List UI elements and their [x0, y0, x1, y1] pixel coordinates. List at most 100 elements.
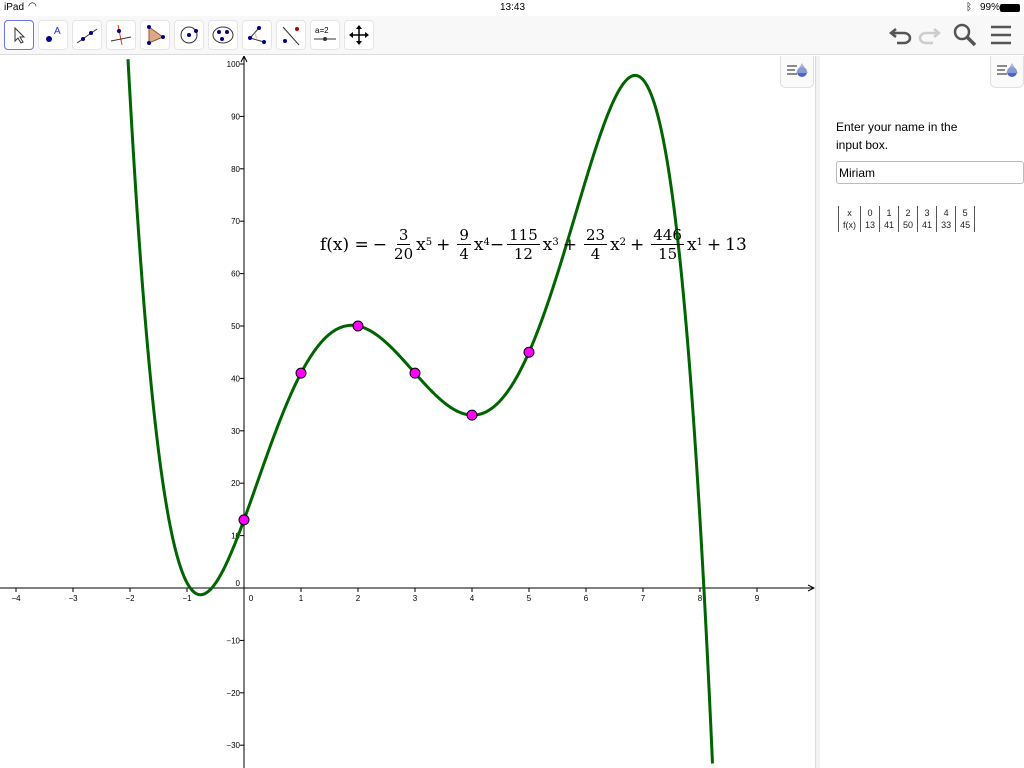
style-bar-icon: [787, 63, 808, 77]
x-tick-label: 1: [299, 594, 304, 603]
fx-value: 41: [922, 220, 933, 230]
x-value: 2: [905, 208, 911, 218]
table-column: 3 41: [918, 206, 938, 232]
data-point: [409, 367, 421, 379]
x-tick-label: 9: [755, 594, 760, 603]
y-tick-label: 60: [231, 270, 240, 279]
data-point: [523, 346, 535, 358]
slider-tool[interactable]: a=2: [310, 20, 340, 50]
denominator: 20: [394, 245, 414, 263]
move-graphics-view-tool[interactable]: [344, 20, 374, 50]
x-value: 5: [962, 208, 968, 218]
view-divider[interactable]: [815, 56, 820, 768]
x-value: 1: [886, 208, 892, 218]
move-tool[interactable]: [4, 20, 34, 50]
function-curve: [126, 59, 714, 764]
undo-button[interactable]: [886, 20, 916, 50]
x-tick-label: 6: [584, 594, 589, 603]
constant: 13: [725, 234, 747, 255]
formula-sign: +: [706, 234, 722, 255]
clock: 13:43: [500, 2, 526, 13]
y-tick-label: 40: [231, 374, 240, 383]
formula-sign: +: [436, 234, 451, 255]
x-tick-label: 3: [413, 594, 418, 603]
circle-tool[interactable]: [174, 20, 204, 50]
data-style-bar-toggle[interactable]: [990, 56, 1024, 88]
data-point: [466, 409, 478, 421]
variable: x: [542, 234, 553, 255]
exponent: 2: [619, 237, 627, 248]
formula-lhs: f(x) =: [320, 234, 369, 255]
x-tick-label: −2: [125, 594, 135, 603]
exponent: 3: [552, 237, 559, 248]
denominator: 4: [459, 245, 469, 263]
formula-sign: +: [562, 234, 577, 255]
x-value: 4: [943, 208, 949, 218]
conic-tool[interactable]: [208, 20, 238, 50]
angle-icon: [248, 26, 266, 44]
graphics-style-bar-toggle[interactable]: [780, 56, 814, 88]
y-tick-label: 80: [231, 165, 240, 174]
table-column: 5 45: [956, 206, 976, 232]
reflect-icon: [282, 26, 300, 46]
redo-icon: [918, 28, 942, 45]
prompt-line: Enter your name in the: [836, 120, 958, 134]
battery-icon: [1000, 4, 1020, 12]
variable: x: [473, 234, 484, 255]
table-header-column: x f(x): [839, 206, 861, 232]
style-bar-icon: [997, 63, 1018, 77]
numerator: 3: [396, 226, 411, 245]
table-column: 1 41: [880, 206, 900, 232]
reflect-tool[interactable]: [276, 20, 306, 50]
formula-sign: −: [372, 234, 388, 255]
y-tick-label: 10: [231, 532, 240, 541]
battery-percent: 99%: [980, 2, 1001, 13]
redo-button[interactable]: [914, 20, 944, 50]
perpendicular-line-tool[interactable]: [106, 20, 136, 50]
fx-value: 33: [941, 220, 952, 230]
undo-icon: [888, 28, 912, 45]
variable: x: [610, 234, 620, 255]
data-point: [352, 320, 364, 332]
x-axis-arrow: [807, 584, 815, 592]
x-value: 0: [867, 208, 873, 218]
y-tick-label: −30: [226, 741, 240, 750]
y-tick-label: 20: [231, 479, 240, 488]
exponent: 5: [425, 237, 433, 248]
exponent: 4: [483, 237, 490, 248]
menu-button[interactable]: [986, 20, 1016, 50]
function-plot[interactable]: −4 −3 −2 −1 0 1 2 3 4 5 6 7 8 9−30−20−100102030405060…: [0, 56, 815, 768]
svg-text:a=2: a=2: [315, 26, 329, 35]
value-table: x f(x) 0 13 1 41 2 50 3 41 4 33 5 45: [838, 206, 976, 232]
slider-icon: a=2: [314, 26, 336, 41]
polygon-tool[interactable]: [140, 20, 170, 50]
y-tick-label: 0: [236, 579, 241, 588]
fx-value: 50: [903, 220, 914, 230]
fraction: 23 4: [583, 226, 608, 263]
line-icon: [76, 28, 98, 44]
variable: x: [416, 234, 426, 255]
hamburger-icon: [991, 25, 1011, 45]
line-tool[interactable]: [72, 20, 102, 50]
name-input[interactable]: [836, 161, 1024, 184]
formula-sign: −: [489, 234, 505, 255]
x-tick-label: −4: [11, 594, 21, 603]
numerator: 23: [583, 226, 608, 245]
denominator: 12: [513, 245, 533, 263]
bluetooth-icon: ᛒ: [966, 2, 972, 13]
header-x: x: [847, 208, 852, 218]
point-icon: A: [46, 26, 61, 42]
x-tick-label: 0: [249, 594, 254, 603]
search-button[interactable]: [950, 20, 980, 50]
numerator: 115: [507, 226, 540, 245]
point-tool[interactable]: A: [38, 20, 68, 50]
y-tick-label: 30: [231, 427, 240, 436]
data-view: Enter your name in the input box. x f(x) 0…: [820, 56, 1024, 768]
x-tick-label: 2: [356, 594, 361, 603]
data-point: [295, 367, 307, 379]
graphics-view[interactable]: −4 −3 −2 −1 0 1 2 3 4 5 6 7 8 9 −30 −20 −10 0 10 20 30 40 50 60…: [0, 56, 815, 768]
search-icon: [953, 23, 977, 47]
angle-tool[interactable]: [242, 20, 272, 50]
